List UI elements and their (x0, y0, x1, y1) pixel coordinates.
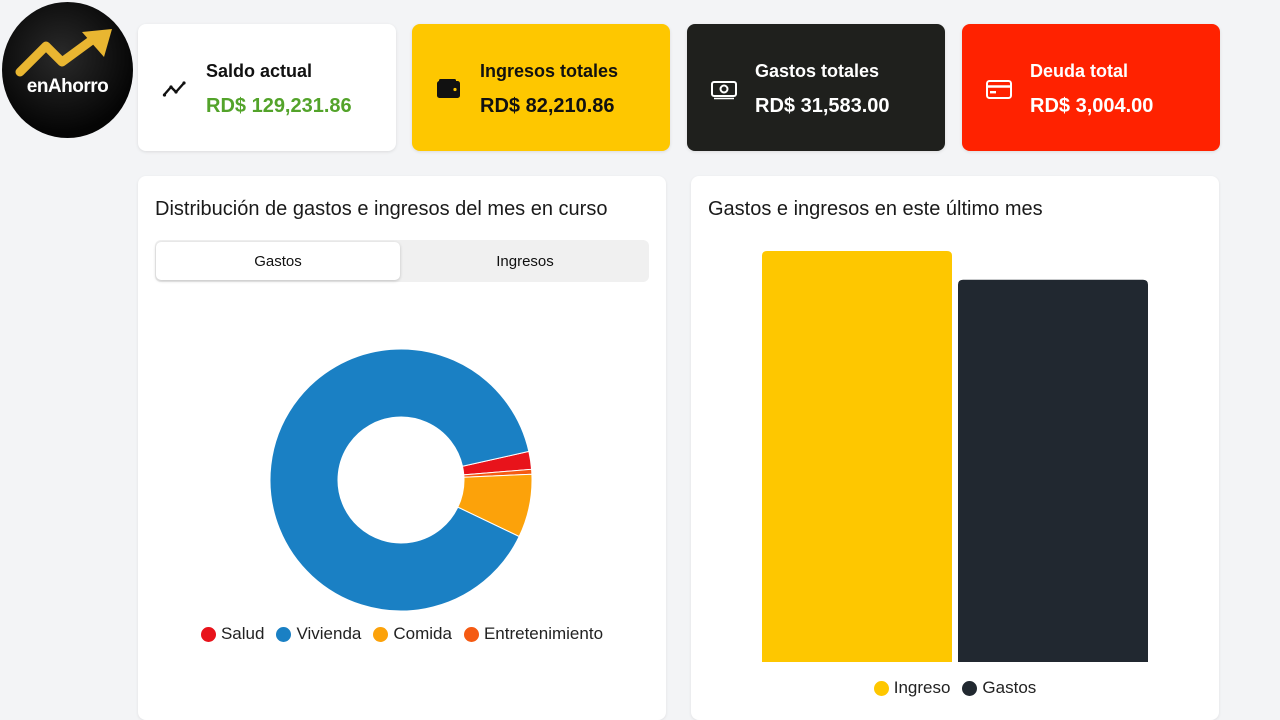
cash-icon (711, 81, 737, 100)
trend-line-icon (162, 81, 186, 97)
legend-label: Comida (393, 624, 452, 643)
legend-dot (962, 680, 978, 696)
tab-gastos[interactable]: Gastos (156, 242, 400, 280)
panel-title: Distribución de gastos e ingresos del me… (155, 198, 608, 220)
wallet-icon (437, 79, 460, 98)
bar-ingreso[interactable] (762, 251, 952, 662)
type-tabs: Gastos Ingresos (155, 240, 649, 282)
legend-dot (200, 626, 216, 642)
card-label: Deuda total (1030, 61, 1129, 81)
card-deuda-total: Deuda total RD$ 3,004.00 (962, 24, 1220, 151)
card-saldo-actual: Saldo actual RD$ 129,231.86 (138, 24, 396, 151)
legend-item-vivienda[interactable]: Vivienda (276, 624, 361, 644)
legend-item-salud[interactable]: Salud (200, 624, 265, 644)
growth-arrow-icon (15, 29, 112, 77)
card-label: Gastos totales (755, 61, 880, 81)
card-value: RD$ 3,004.00 (1030, 95, 1154, 117)
tab-ingresos[interactable]: Ingresos (403, 242, 647, 280)
legend-label: Vivienda (296, 624, 362, 643)
legend-item-ingreso[interactable]: Ingreso (873, 678, 951, 698)
monthly-panel: Gastos e ingresos en este último mes Ing… (691, 176, 1219, 720)
card-label: Ingresos totales (480, 61, 619, 81)
donut-legend: Salud Vivienda Comida Entretenimiento (138, 624, 666, 644)
legend-dot (373, 626, 389, 642)
card-value: RD$ 31,583.00 (755, 95, 890, 117)
card-label: Saldo actual (206, 61, 313, 81)
legend-label: Ingreso (893, 678, 951, 697)
legend-item-entretenimiento[interactable]: Entretenimiento (463, 624, 604, 644)
legend-label: Gastos (982, 678, 1037, 697)
card-value: RD$ 82,210.86 (480, 95, 615, 117)
legend-item-gastos[interactable]: Gastos (962, 678, 1036, 698)
legend-label: Salud (220, 624, 265, 643)
credit-card-icon (986, 80, 1012, 99)
legend-dot (276, 626, 292, 642)
card-value: RD$ 129,231.86 (206, 95, 352, 117)
legend-dot (463, 626, 479, 642)
logo-text: enAhorro (26, 76, 109, 97)
bar-chart (762, 251, 1148, 662)
donut-slice-vivienda[interactable] (269, 348, 530, 612)
donut-chart (269, 348, 533, 612)
bar-gastos[interactable] (958, 279, 1148, 662)
bar-legend: Ingreso Gastos (691, 678, 1219, 698)
legend-dot (873, 680, 889, 696)
card-ingresos-totales: Ingresos totales RD$ 82,210.86 (412, 24, 670, 151)
legend-item-comida[interactable]: Comida (373, 624, 452, 644)
card-gastos-totales: Gastos totales RD$ 31,583.00 (687, 24, 945, 151)
enahorro-logo[interactable]: enAhorro (2, 2, 133, 138)
panel-title: Gastos e ingresos en este último mes (708, 198, 1043, 220)
legend-label: Entretenimiento (483, 624, 604, 643)
distribution-panel: Distribución de gastos e ingresos del me… (138, 176, 666, 720)
